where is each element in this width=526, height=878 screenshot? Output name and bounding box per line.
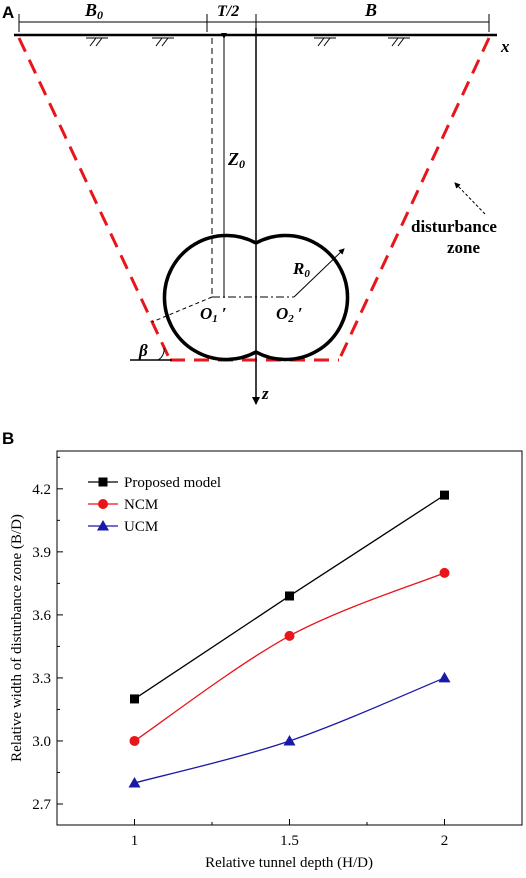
legend: Proposed model NCM UCM [88,475,221,535]
data-point-1-1 [284,630,295,641]
legend-marker-0 [98,477,108,487]
data-point-0-0 [130,694,139,704]
y-axis: 2.7 3.0 3.3 3.6 3.9 4.2 [32,456,63,813]
x-tick-label: 2 [441,833,449,849]
x-tick-label: 1 [131,833,139,849]
x-axis-title: Relative tunnel depth (H/D) [205,855,373,871]
panel-b-label: B [2,429,14,448]
series-layer [128,490,451,788]
data-point-2-0 [128,776,141,788]
z-axis-label: z [261,384,269,403]
data-point-0-1 [285,591,294,601]
left-zone-line [17,37,172,361]
data-point-0-2 [440,490,449,500]
ground-hatch-icon [86,37,108,47]
right-zone-line [337,37,491,361]
beta-angle-arc [157,347,165,361]
data-point-2-2 [438,671,451,683]
twin-tunnel-outline [162,233,350,362]
disturbance-label-line1: disturbance [411,217,497,236]
data-point-1-2 [439,567,450,578]
data-point-2-1 [283,734,296,746]
ground-hatch-icons [86,37,410,47]
legend-marker-2 [97,520,109,531]
x-axis-label: x [500,37,510,56]
panel-a-diagram: A B0 T/2 B x [2,0,510,405]
legend-marker-1 [98,499,108,509]
series-line-2 [134,677,445,784]
y-axis-title: Relative width of disturbance zone (B/D) [9,514,25,762]
ground-hatch-icon [152,37,174,47]
legend-label-0: Proposed model [124,475,221,491]
disturbance-label-line2: zone [447,238,481,257]
label-z0: Z0 [227,149,245,171]
r0-radius-line [293,248,345,298]
y-tick-label: 3.9 [32,545,51,561]
legend-label-1: NCM [124,497,158,513]
beta-reference-line [151,296,213,323]
disturbance-zone-boundary [17,37,491,362]
label-b0: B0 [84,0,103,22]
x-tick-label: 1.5 [280,833,299,849]
y-tick-label: 4.2 [32,482,51,498]
x-axis: 1 1.5 2 [131,819,449,849]
y-tick-label: 2.7 [32,797,51,813]
label-r0: R0 [292,259,310,280]
label-o2: O2 ′ [276,304,303,325]
ground-hatch-icon [388,37,410,47]
label-b: B [364,0,377,20]
label-beta: β [138,341,148,360]
data-point-1-0 [129,735,140,746]
disturbance-pointer [454,182,486,215]
y-tick-label: 3.6 [32,608,51,624]
y-tick-label: 3.0 [32,734,51,750]
label-o1: O1 ′ [200,304,227,325]
label-t-half: T/2 [217,3,239,20]
dimension-lines [18,14,490,32]
ground-hatch-icon [314,37,336,47]
panel-b-chart: B 2.73.03.33.63.94.2 1 1.5 2 Proposed mode… [2,429,523,871]
legend-label-2: UCM [124,519,158,535]
y-tick-label: 3.3 [32,671,51,687]
panel-a-label: A [2,3,14,22]
